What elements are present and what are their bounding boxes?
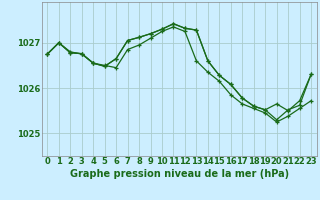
X-axis label: Graphe pression niveau de la mer (hPa): Graphe pression niveau de la mer (hPa) (70, 169, 289, 179)
